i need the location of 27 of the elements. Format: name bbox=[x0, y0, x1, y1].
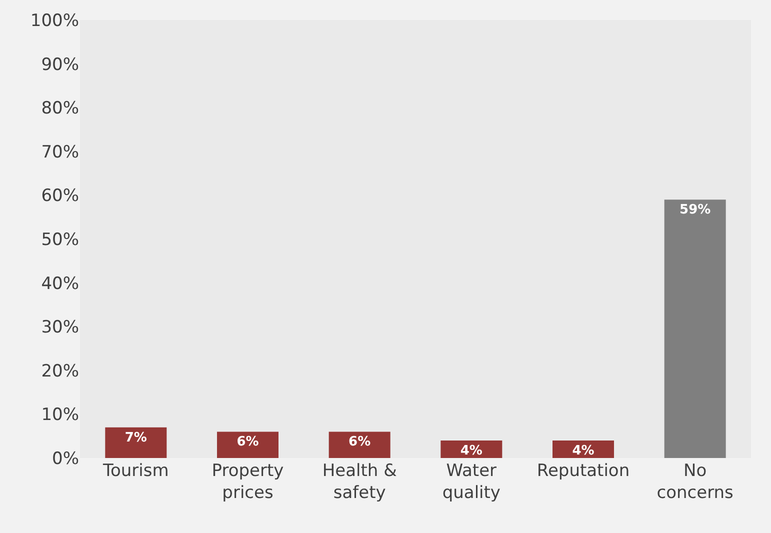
x-tick-label: Reputation bbox=[536, 461, 630, 481]
data-label: 6% bbox=[348, 434, 371, 450]
bar bbox=[105, 427, 167, 458]
data-label: 4% bbox=[572, 443, 594, 458]
bar bbox=[664, 200, 726, 458]
y-tick-label: 80% bbox=[41, 98, 79, 119]
data-label: 6% bbox=[236, 434, 259, 450]
y-tick-label: 10% bbox=[41, 405, 79, 426]
y-tick-label: 0% bbox=[52, 448, 79, 469]
y-tick-label: 70% bbox=[41, 142, 79, 162]
y-tick-label: 20% bbox=[41, 361, 79, 382]
x-tick-label: Property prices bbox=[212, 461, 284, 504]
y-tick-label: 40% bbox=[41, 274, 79, 294]
y-tick-label: 30% bbox=[41, 318, 79, 338]
data-label: 4% bbox=[460, 443, 482, 458]
y-tick-label: 100% bbox=[30, 10, 79, 31]
data-label: 59% bbox=[680, 202, 711, 218]
x-tick-label: Tourism bbox=[102, 461, 169, 481]
x-tick-label: No concerns bbox=[656, 461, 734, 504]
y-tick-label: 90% bbox=[41, 54, 79, 75]
bar bbox=[217, 432, 278, 458]
x-tick-label: Health & safety bbox=[322, 461, 397, 504]
data-label: 7% bbox=[124, 430, 147, 446]
bar bbox=[328, 432, 390, 458]
y-tick-label: 60% bbox=[41, 186, 79, 206]
x-tick-label: Water quality bbox=[442, 461, 500, 504]
y-tick-label: 50% bbox=[41, 230, 79, 250]
